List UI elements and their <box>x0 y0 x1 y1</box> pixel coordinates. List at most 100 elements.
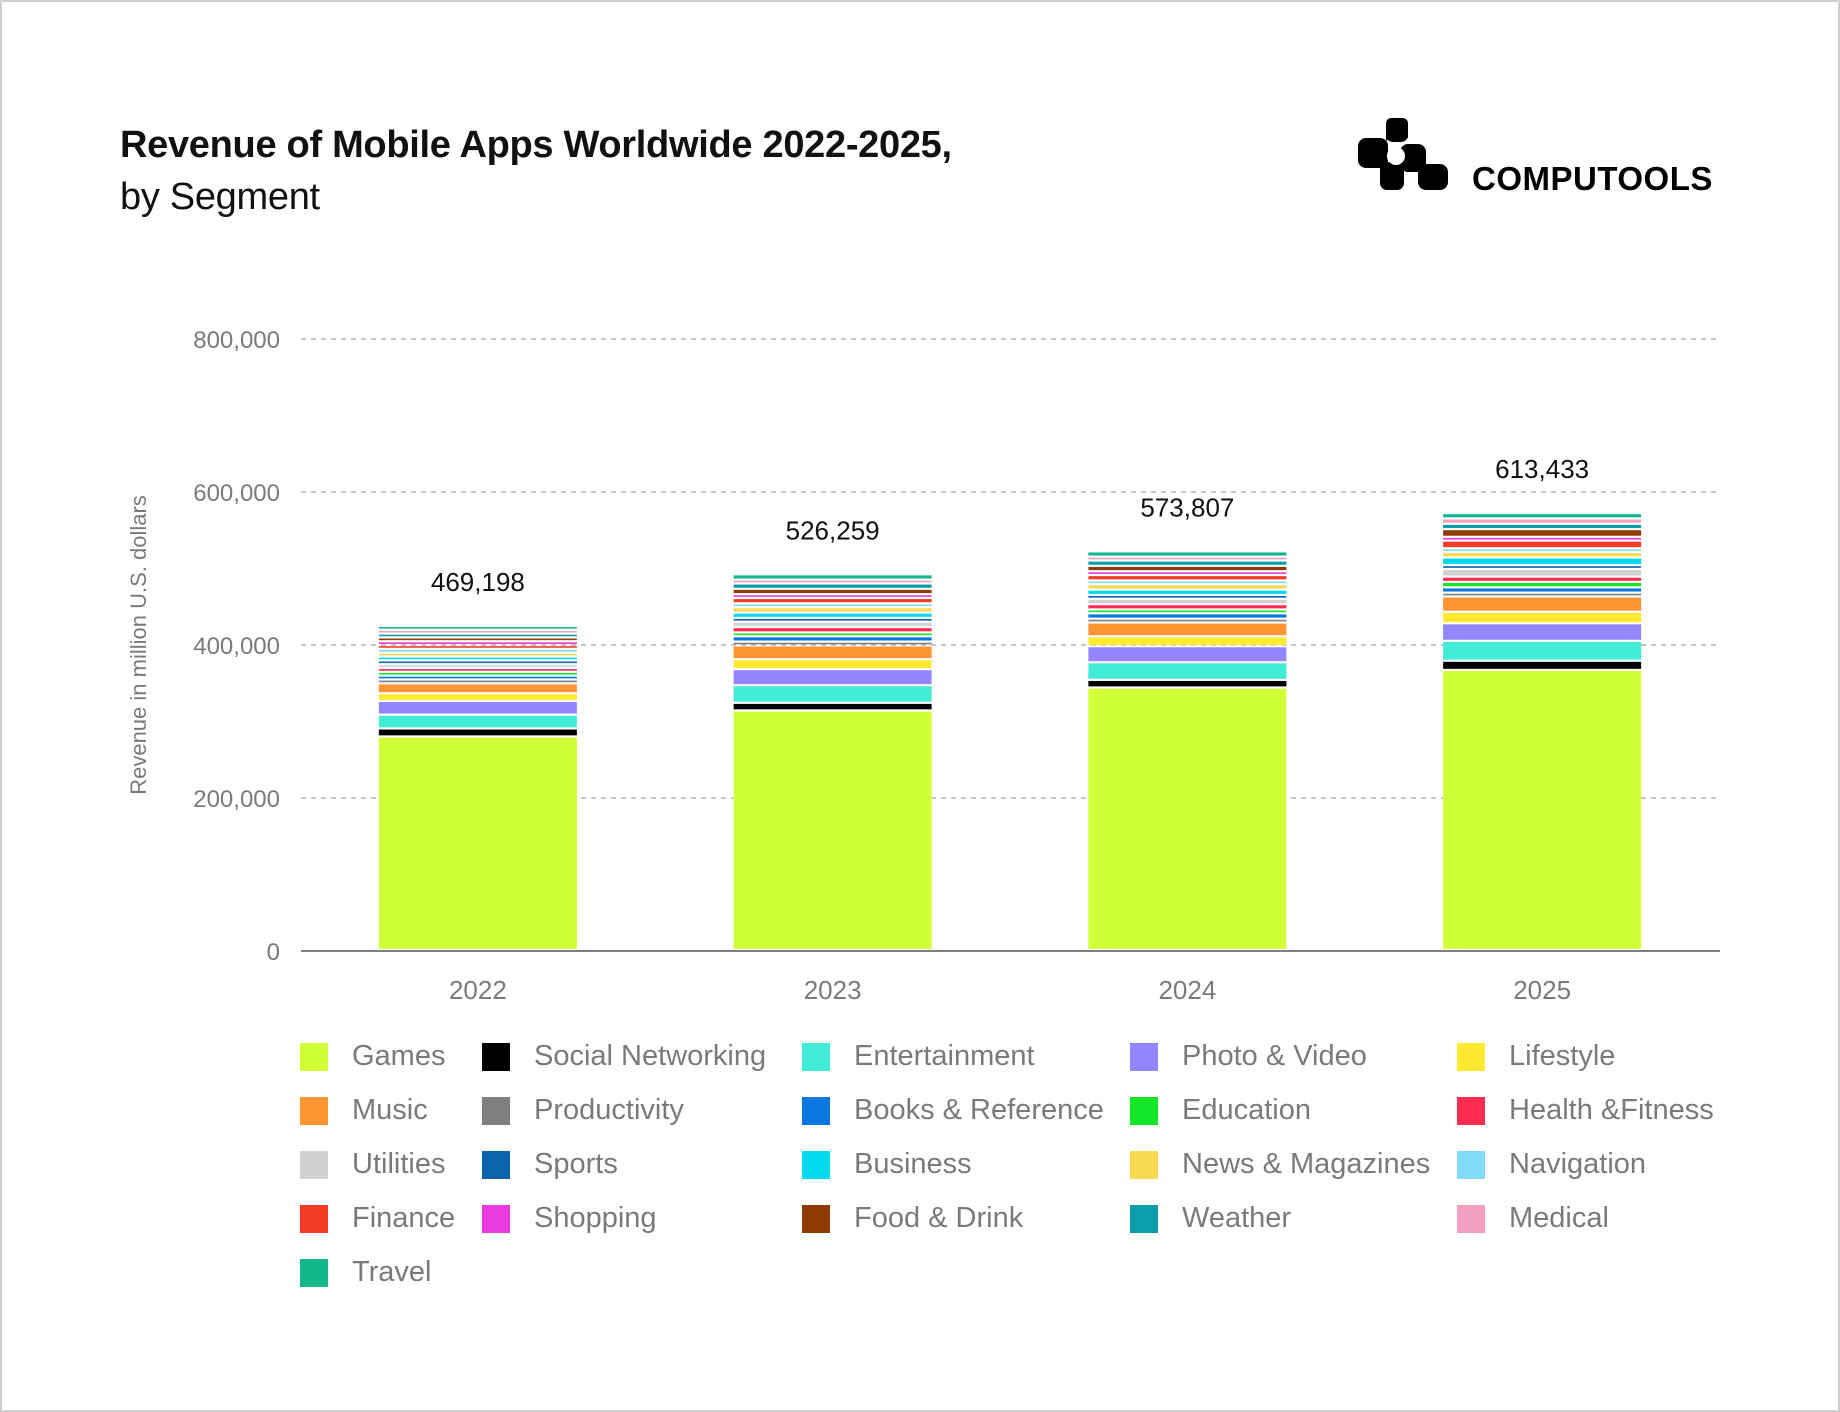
bar-segment-social-networking <box>733 703 932 710</box>
bar-segment-finance <box>1088 576 1287 580</box>
bar-segment-health-fitness <box>1088 605 1287 609</box>
legend-swatch <box>300 1204 328 1233</box>
bar-segment-utilities <box>1088 599 1287 604</box>
bar-segment-social-networking <box>378 729 577 736</box>
bar-segment-utilities <box>733 622 932 626</box>
legend-swatch <box>1130 1204 1158 1233</box>
bar-segment-productivity <box>1088 619 1287 622</box>
bar-segment-weather <box>378 634 577 637</box>
x-axis-ticks: 2022 2023 2024 2025 <box>449 975 1571 1005</box>
bar-segment-entertainment <box>1088 663 1287 679</box>
legend-item: Sports <box>482 1148 618 1181</box>
bar-segment-navigation <box>733 604 932 607</box>
bar-segment-medical <box>1443 519 1642 523</box>
bar-segment-games <box>733 711 932 949</box>
chart-title: Revenue of Mobile Apps Worldwide 2022-20… <box>120 124 952 166</box>
legend-item: Utilities <box>300 1148 445 1181</box>
bar-segment-navigation <box>378 649 577 652</box>
legend-item: Music <box>300 1094 428 1127</box>
legend-swatch <box>300 1150 328 1179</box>
bar-segment-entertainment <box>733 686 932 702</box>
bar-segment-health-fitness <box>733 628 932 632</box>
legend-label: Medical <box>1509 1202 1609 1234</box>
legend-swatch <box>482 1096 510 1125</box>
legend-item: Education <box>1130 1094 1311 1127</box>
bar-segment-education <box>378 672 577 675</box>
legend-item: Finance <box>300 1202 455 1235</box>
bar-segment-health-fitness <box>378 669 577 671</box>
bar-segment-lifestyle <box>378 694 577 700</box>
bar-segment-medical <box>378 630 577 633</box>
legend-item: Shopping <box>482 1202 657 1235</box>
x-tick-label: 2023 <box>804 975 862 1005</box>
legend-item: Games <box>300 1040 445 1073</box>
bar-stack-2024: 573,807 <box>1088 492 1287 949</box>
bar-segment-news-magazines <box>1088 585 1287 589</box>
legend-swatch <box>1130 1096 1158 1125</box>
bar-segment-medical <box>733 580 932 583</box>
bar-segment-music <box>378 684 577 693</box>
bar-segment-travel <box>1088 552 1287 556</box>
total-label: 613,433 <box>1495 454 1589 484</box>
legend-swatch <box>1130 1042 1158 1071</box>
legend-item: Health &Fitness <box>1457 1094 1714 1127</box>
brand-name: COMPUTOOLS <box>1472 160 1713 197</box>
legend-label: Utilities <box>352 1148 446 1180</box>
bar-segment-entertainment <box>378 715 577 728</box>
legend-swatch <box>1457 1096 1485 1125</box>
bar-segment-weather <box>733 584 932 588</box>
bar-segment-finance <box>1443 541 1642 548</box>
bar-segment-entertainment <box>1443 641 1642 660</box>
brand-logo: COMPUTOOLS <box>1356 118 1712 198</box>
legend-swatch <box>1457 1042 1485 1071</box>
x-tick-label: 2022 <box>449 975 507 1005</box>
bar-segment-social-networking <box>1088 680 1287 687</box>
bar-stack-2025: 613,433 <box>1443 454 1642 949</box>
y-tick-label: 800,000 <box>193 327 280 354</box>
bar-segment-productivity <box>378 680 577 683</box>
bar-segment-games <box>1443 671 1642 949</box>
bar-segment-sports <box>1088 596 1287 598</box>
legend-swatch <box>300 1258 328 1287</box>
legend-item: Business <box>802 1148 972 1181</box>
stacked-bar-chart: 0 200,000 400,000 600,000 800,000 Revenue in… <box>126 327 1720 1005</box>
bar-segment-lifestyle <box>1088 637 1287 646</box>
bar-segment-finance <box>378 646 577 648</box>
legend-label: Music <box>352 1094 428 1126</box>
bar-segment-food-drink <box>1443 530 1642 536</box>
y-tick-label: 0 <box>267 939 280 966</box>
legend-item: Navigation <box>1457 1148 1646 1181</box>
bar-segment-lifestyle <box>733 660 932 669</box>
legend-swatch <box>802 1042 830 1071</box>
legend-item: Medical <box>1457 1202 1609 1235</box>
x-tick-label: 2025 <box>1513 975 1571 1005</box>
bar-segment-news-magazines <box>733 608 932 612</box>
bar-segment-productivity <box>733 642 932 645</box>
legend-swatch <box>1457 1150 1485 1179</box>
bar-segment-shopping <box>1443 537 1642 540</box>
bar-segment-photo-video <box>1443 624 1642 640</box>
legend-label: News & Magazines <box>1182 1148 1431 1180</box>
bar-segment-finance <box>733 599 932 603</box>
bar-stack-2022: 469,198 <box>378 567 577 949</box>
bar-segment-education <box>1088 610 1287 613</box>
legend-label: Entertainment <box>854 1040 1035 1072</box>
bar-segment-sports <box>1443 566 1642 568</box>
legend-label: Education <box>1182 1094 1311 1126</box>
bar-segment-music <box>1088 623 1287 636</box>
bar-segment-business <box>733 613 932 617</box>
bar-segment-shopping <box>1088 572 1287 574</box>
legend-label: Shopping <box>534 1202 657 1234</box>
y-tick-label: 600,000 <box>193 480 280 507</box>
bar-segment-photo-video <box>1088 647 1287 662</box>
bar-segment-education <box>733 633 932 636</box>
legend-label: Business <box>854 1148 972 1180</box>
bar-segment-shopping <box>733 595 932 597</box>
bar-segment-music <box>733 646 932 659</box>
bars: 469,198 526,259 573,807 613,433 <box>378 454 1642 949</box>
legend-item: Travel <box>300 1256 432 1289</box>
x-tick-label: 2024 <box>1158 975 1216 1005</box>
legend-item: Weather <box>1130 1202 1291 1235</box>
chart-subtitle: by Segment <box>120 176 320 218</box>
y-axis-label: Revenue in million U.S. dollars <box>126 495 151 795</box>
